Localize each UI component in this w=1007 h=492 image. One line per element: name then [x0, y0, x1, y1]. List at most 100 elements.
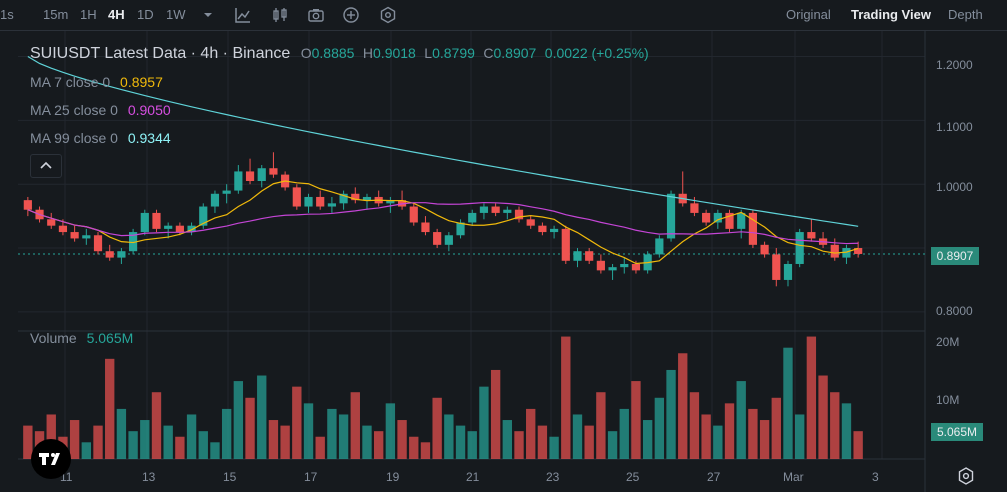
volume-bar — [338, 414, 349, 459]
volume-bar — [385, 403, 396, 459]
time-tick: 13 — [142, 470, 156, 484]
view-depth[interactable]: Depth — [948, 7, 983, 22]
volume-value: 5.065M — [86, 330, 134, 346]
candle-body — [339, 193, 348, 204]
chevron-down-icon[interactable] — [198, 5, 218, 25]
volume-bar — [713, 425, 723, 459]
settings-icon[interactable] — [378, 5, 398, 25]
volume-bar — [795, 414, 805, 459]
timeframe-1h[interactable]: 1H — [80, 7, 97, 22]
chart-legend: SUIUSDT Latest Data · 4h · Binance O0.88… — [30, 45, 649, 63]
timeframe-15m[interactable]: 15m — [43, 7, 69, 22]
time-tick: 19 — [386, 470, 400, 484]
volume-bar — [46, 414, 56, 459]
tradingview-logo — [31, 439, 71, 479]
high-label: H — [362, 45, 374, 61]
time-tick: 25 — [626, 470, 640, 484]
volume-bar — [526, 408, 536, 459]
volume-bar — [257, 375, 267, 459]
candle-body — [129, 232, 138, 252]
volume-bar — [771, 397, 781, 459]
candle-body — [58, 225, 68, 233]
view-trading-view[interactable]: Trading View — [851, 7, 931, 22]
volume-bar — [514, 431, 524, 459]
candle-body — [713, 212, 722, 223]
time-tick: Mar — [783, 470, 804, 484]
candle-body — [503, 209, 512, 213]
candle-body — [187, 225, 196, 233]
volume-bar — [490, 369, 501, 459]
candle-body — [702, 212, 711, 223]
volume-bar — [818, 375, 828, 459]
candle-body — [561, 228, 570, 261]
candle-body — [830, 244, 839, 258]
volume-bar — [280, 425, 290, 459]
volume-bar — [432, 397, 442, 459]
volume-bar — [841, 403, 852, 459]
candle-body — [152, 212, 161, 229]
volume-legend: Volume 5.065M — [30, 330, 133, 346]
volume-bar — [303, 403, 314, 459]
candle-body — [631, 263, 641, 271]
volume-bar — [584, 425, 594, 459]
time-tick: 21 — [466, 470, 480, 484]
ma25-legend: MA 25 close 0 0.9050 — [30, 102, 171, 118]
indicator-icon[interactable] — [233, 5, 253, 25]
candle-body — [468, 212, 477, 223]
volume-bar — [140, 420, 150, 459]
volume-bar — [572, 414, 583, 459]
timeframe-1w[interactable]: 1W — [166, 7, 186, 22]
volume-bar — [420, 442, 431, 459]
candle-body — [23, 200, 32, 210]
candle-body — [117, 251, 126, 258]
candle-body — [351, 193, 360, 201]
volume-label: Volume — [30, 330, 77, 346]
candlestick-chart[interactable] — [0, 31, 1007, 492]
chart-area[interactable]: SUIUSDT Latest Data · 4h · Binance O0.88… — [0, 30, 1007, 492]
volume-bar — [806, 336, 817, 459]
candle-body — [550, 228, 559, 233]
view-original[interactable]: Original — [786, 7, 831, 22]
candle-body — [538, 225, 547, 233]
volume-bar — [607, 431, 618, 459]
timeframe-4h[interactable]: 4H — [108, 7, 125, 22]
candle-type-icon[interactable] — [270, 5, 290, 25]
timeframe-1d[interactable]: 1D — [137, 7, 154, 22]
volume-bar — [81, 442, 91, 459]
volume-bar — [759, 420, 770, 459]
candle-body — [772, 254, 781, 280]
volume-bar — [327, 408, 337, 459]
candle-body — [105, 251, 114, 258]
candle-body — [737, 212, 746, 229]
volume-bar — [116, 408, 127, 459]
volume-bar — [362, 425, 372, 459]
ma99-value: 0.9344 — [127, 130, 171, 146]
candle-body — [82, 235, 91, 239]
candle-body — [362, 196, 372, 201]
volume-bar — [678, 353, 688, 459]
candle-body — [316, 196, 325, 207]
ma7-line — [27, 180, 859, 265]
volume-tick: 20M — [936, 335, 960, 349]
camera-icon[interactable] — [306, 5, 326, 25]
time-tick: 27 — [707, 470, 721, 484]
volume-bar — [198, 431, 208, 459]
chart-settings-icon[interactable] — [955, 465, 977, 487]
candle-body — [386, 200, 395, 204]
time-tick: 23 — [546, 470, 560, 484]
candle-body — [327, 203, 336, 207]
timeframe-1s[interactable]: 1s — [0, 7, 14, 22]
add-icon[interactable] — [341, 5, 361, 25]
volume-bar — [853, 431, 863, 459]
high-value: 0.9018 — [373, 45, 416, 61]
price-tick: 1.1000 — [936, 120, 973, 134]
volume-bar — [724, 403, 735, 459]
candle-body — [409, 206, 418, 223]
volume-bar — [596, 392, 606, 459]
candle-body — [444, 235, 453, 245]
collapse-legend-button[interactable] — [30, 154, 62, 178]
candle-body — [479, 206, 489, 213]
chart-toolbar: 1s 15m 1H 4H 1D 1W Original Trading View… — [0, 0, 1007, 30]
symbol-title: SUIUSDT Latest Data · 4h · Binance — [30, 45, 291, 62]
chevron-up-icon — [40, 161, 52, 169]
